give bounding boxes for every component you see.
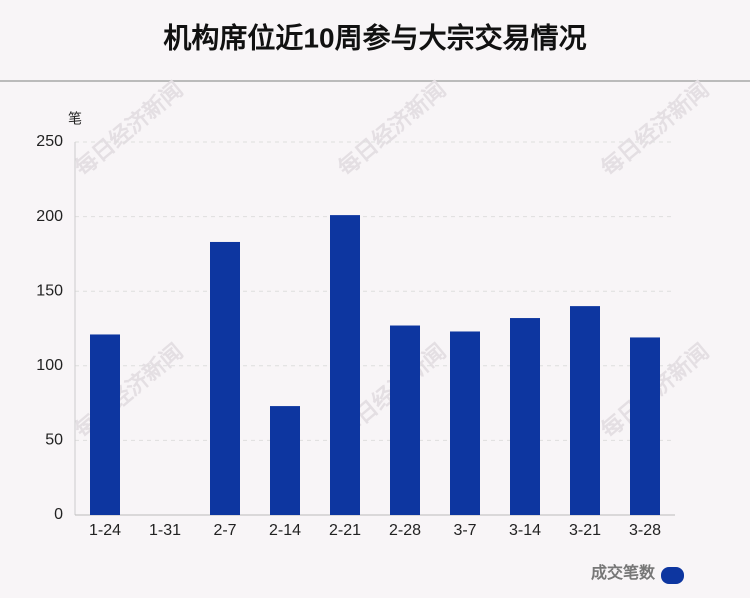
y-tick-label: 150 <box>36 282 63 299</box>
chart-title: 机构席位近10周参与大宗交易情况 <box>163 21 586 53</box>
bar <box>510 318 540 515</box>
legend-label: 成交笔数 <box>591 563 656 582</box>
x-tick-label: 2-7 <box>213 522 236 539</box>
x-tick-label: 1-31 <box>149 522 181 539</box>
bar <box>270 406 300 515</box>
bar <box>570 306 600 515</box>
y-tick-label: 100 <box>36 357 63 374</box>
bar <box>630 337 660 515</box>
x-tick-label: 2-21 <box>329 522 361 539</box>
y-tick-label: 0 <box>54 506 63 523</box>
y-tick-label: 50 <box>45 432 63 449</box>
x-tick-label: 2-28 <box>389 522 421 539</box>
x-tick-label: 3-7 <box>453 522 476 539</box>
bar <box>210 241 240 516</box>
y-axis-unit: 笔 <box>68 111 82 127</box>
bar <box>330 215 360 515</box>
y-tick-label: 250 <box>36 133 63 150</box>
legend-swatch <box>661 567 684 584</box>
x-tick-label: 3-21 <box>569 522 601 539</box>
bar <box>390 325 420 515</box>
y-tick-label: 200 <box>36 208 63 225</box>
bar <box>90 334 120 515</box>
x-tick-label: 2-14 <box>269 522 301 539</box>
x-tick-label: 1-24 <box>89 522 121 539</box>
bar <box>450 331 480 515</box>
x-tick-label: 3-28 <box>629 522 661 539</box>
x-tick-label: 3-14 <box>509 522 541 539</box>
